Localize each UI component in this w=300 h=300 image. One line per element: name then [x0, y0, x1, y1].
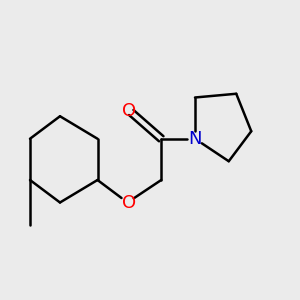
Text: O: O — [122, 102, 136, 120]
Text: O: O — [122, 194, 136, 211]
Text: N: N — [188, 130, 202, 148]
